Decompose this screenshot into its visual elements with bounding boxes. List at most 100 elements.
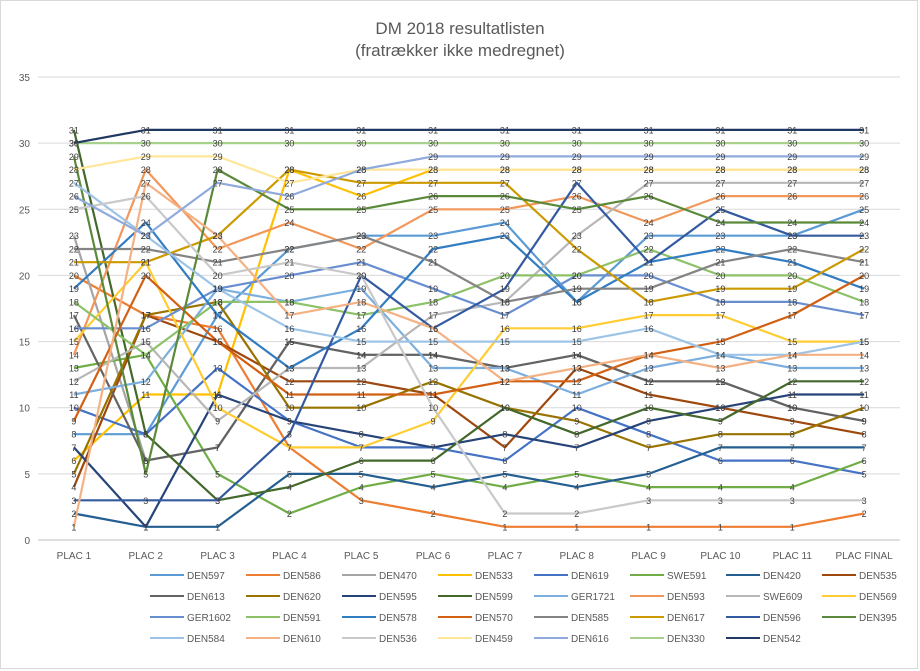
x-tick-label: PLAC 1 — [57, 551, 92, 562]
data-label: 1 — [143, 522, 148, 532]
data-label: 30 — [572, 139, 582, 149]
data-label: 19 — [69, 284, 79, 294]
data-label: 28 — [428, 165, 438, 175]
series-line-ger1721 — [73, 287, 865, 396]
data-label: 23 — [787, 231, 797, 241]
data-label: 1 — [574, 522, 579, 532]
data-label: 12 — [500, 377, 510, 387]
legend-swatch — [438, 595, 472, 598]
legend-label: DEN585 — [571, 613, 609, 624]
legend-swatch — [630, 574, 664, 577]
data-label: 3 — [790, 496, 795, 506]
data-label: 18 — [572, 297, 582, 307]
legend-label: DEN616 — [571, 634, 609, 645]
data-label: 19 — [715, 284, 725, 294]
series-line-den599 — [72, 129, 865, 502]
legend-swatch — [438, 637, 472, 640]
data-label: 11 — [859, 390, 868, 400]
data-label: 19 — [859, 284, 869, 294]
legend-item-ger1721: GER1721 — [534, 590, 615, 606]
legend-label: DEN619 — [571, 571, 609, 582]
data-label: 4 — [718, 483, 723, 493]
series-line-den591 — [73, 247, 865, 356]
data-label: 2 — [287, 509, 292, 519]
data-label: 5 — [574, 469, 579, 479]
data-label: 22 — [644, 244, 654, 254]
data-label: 6 — [71, 456, 76, 466]
data-label: 13 — [356, 364, 366, 374]
y-tick-label: 20 — [19, 271, 31, 282]
legend-label: DEN578 — [379, 613, 417, 624]
data-label: 20 — [356, 271, 366, 281]
data-label: 30 — [69, 139, 79, 149]
data-label: 21 — [141, 258, 151, 268]
data-label: 24 — [859, 218, 869, 228]
data-label: 12 — [69, 377, 79, 387]
data-label: 31 — [572, 125, 582, 135]
series-line-den536 — [73, 195, 865, 515]
data-label: 17 — [787, 311, 797, 321]
legend-label: SWE609 — [763, 592, 803, 603]
data-label: 28 — [715, 165, 725, 175]
legend-item-den613: DEN613 — [150, 590, 225, 606]
series-line-den585 — [73, 234, 865, 303]
legend-item-den578: DEN578 — [342, 611, 417, 627]
data-label: 10 — [787, 403, 797, 413]
data-label: 13 — [284, 364, 294, 374]
legend-swatch — [150, 616, 184, 619]
legend-item-den616: DEN616 — [534, 632, 609, 648]
data-label: 11 — [572, 390, 581, 400]
data-label: 8 — [646, 430, 651, 440]
data-label: 29 — [715, 152, 725, 162]
data-label: 15 — [572, 337, 582, 347]
legend-swatch — [342, 616, 376, 619]
data-label: 20 — [572, 271, 582, 281]
data-label: 30 — [356, 139, 366, 149]
data-label: 31 — [500, 125, 510, 135]
data-label: 19 — [356, 284, 366, 294]
data-label: 15 — [428, 337, 438, 347]
data-label: 6 — [862, 456, 867, 466]
data-label: 14 — [356, 350, 366, 360]
data-label: 14 — [141, 350, 151, 360]
data-label: 10 — [715, 403, 725, 413]
data-label: 10 — [500, 403, 510, 413]
data-label: 14 — [644, 350, 654, 360]
data-label: 25 — [500, 205, 510, 215]
legend-item-den599: DEN599 — [438, 590, 513, 606]
legend-label: DEN536 — [379, 634, 417, 645]
data-label: 5 — [287, 469, 292, 479]
data-label: 25 — [428, 205, 438, 215]
data-label: 15 — [213, 337, 223, 347]
y-tick-label: 0 — [24, 536, 30, 547]
data-label: 14 — [572, 350, 582, 360]
data-label: 10 — [500, 403, 510, 413]
data-label: 30 — [141, 139, 151, 149]
legend-label: DEN459 — [475, 634, 513, 645]
data-label: 24 — [787, 218, 797, 228]
data-label: 31 — [356, 125, 366, 135]
data-label: 13 — [572, 364, 582, 374]
data-label: 23 — [213, 231, 223, 241]
data-label: 6 — [143, 456, 148, 466]
data-label: 1 — [718, 522, 723, 532]
x-tick-label: PLAC 8 — [560, 551, 595, 562]
data-label: 16 — [572, 324, 582, 334]
legend-item-den596: DEN596 — [726, 611, 801, 627]
data-label: 9 — [646, 416, 651, 426]
data-label: 23 — [859, 231, 869, 241]
data-label: 18 — [787, 297, 797, 307]
data-label: 22 — [284, 244, 294, 254]
data-label: 8 — [862, 430, 867, 440]
data-label: 23 — [141, 231, 151, 241]
data-label: 8 — [287, 430, 292, 440]
legend-swatch — [246, 616, 280, 619]
legend-item-ger1602: GER1602 — [150, 611, 231, 627]
data-label: 18 — [284, 297, 294, 307]
data-label: 13 — [859, 364, 869, 374]
data-label: 17 — [69, 311, 79, 321]
data-label: 17 — [859, 311, 869, 321]
data-label: 18 — [213, 297, 223, 307]
data-label: 4 — [287, 483, 292, 493]
data-label: 22 — [69, 244, 79, 254]
